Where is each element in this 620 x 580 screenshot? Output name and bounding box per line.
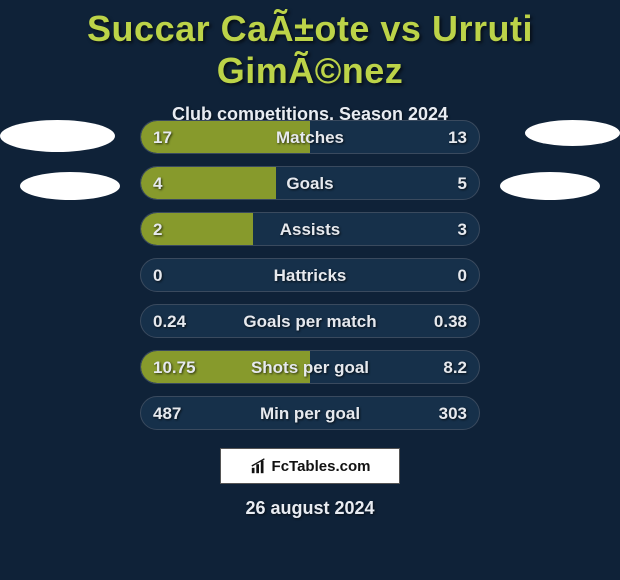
player-left-badge-2 <box>20 172 120 200</box>
stats-container: 17Matches13 4Goals5 2Assists3 0Hattricks0 0.… <box>140 120 480 442</box>
stat-label: Min per goal <box>141 397 479 429</box>
stat-label: Matches <box>141 121 479 153</box>
stat-row: 4Goals5 <box>140 166 480 200</box>
stat-value-right: 5 <box>458 167 467 199</box>
stat-label: Hattricks <box>141 259 479 291</box>
chart-icon <box>250 457 268 475</box>
stat-value-right: 303 <box>439 397 467 429</box>
stat-row: 17Matches13 <box>140 120 480 154</box>
brand-text: FcTables.com <box>272 458 371 475</box>
stat-row: 10.75Shots per goal8.2 <box>140 350 480 384</box>
player-right-badge-2 <box>500 172 600 200</box>
comparison-infographic: Succar CaÃ±ote vs Urruti GimÃ©nez Club c… <box>0 0 620 580</box>
stat-value-right: 13 <box>448 121 467 153</box>
player-right-badge-1 <box>525 120 620 146</box>
stat-label: Goals per match <box>141 305 479 337</box>
brand-box: FcTables.com <box>220 448 400 484</box>
stat-row: 0Hattricks0 <box>140 258 480 292</box>
stat-row: 0.24Goals per match0.38 <box>140 304 480 338</box>
stat-row: 487Min per goal303 <box>140 396 480 430</box>
page-title: Succar CaÃ±ote vs Urruti GimÃ©nez <box>0 0 620 92</box>
date-text: 26 august 2024 <box>0 498 620 519</box>
player-left-badge-1 <box>0 120 115 152</box>
stat-value-right: 0 <box>458 259 467 291</box>
stat-value-right: 0.38 <box>434 305 467 337</box>
stat-label: Goals <box>141 167 479 199</box>
stat-value-right: 8.2 <box>443 351 467 383</box>
stat-value-right: 3 <box>458 213 467 245</box>
stat-label: Assists <box>141 213 479 245</box>
stat-row: 2Assists3 <box>140 212 480 246</box>
stat-label: Shots per goal <box>141 351 479 383</box>
